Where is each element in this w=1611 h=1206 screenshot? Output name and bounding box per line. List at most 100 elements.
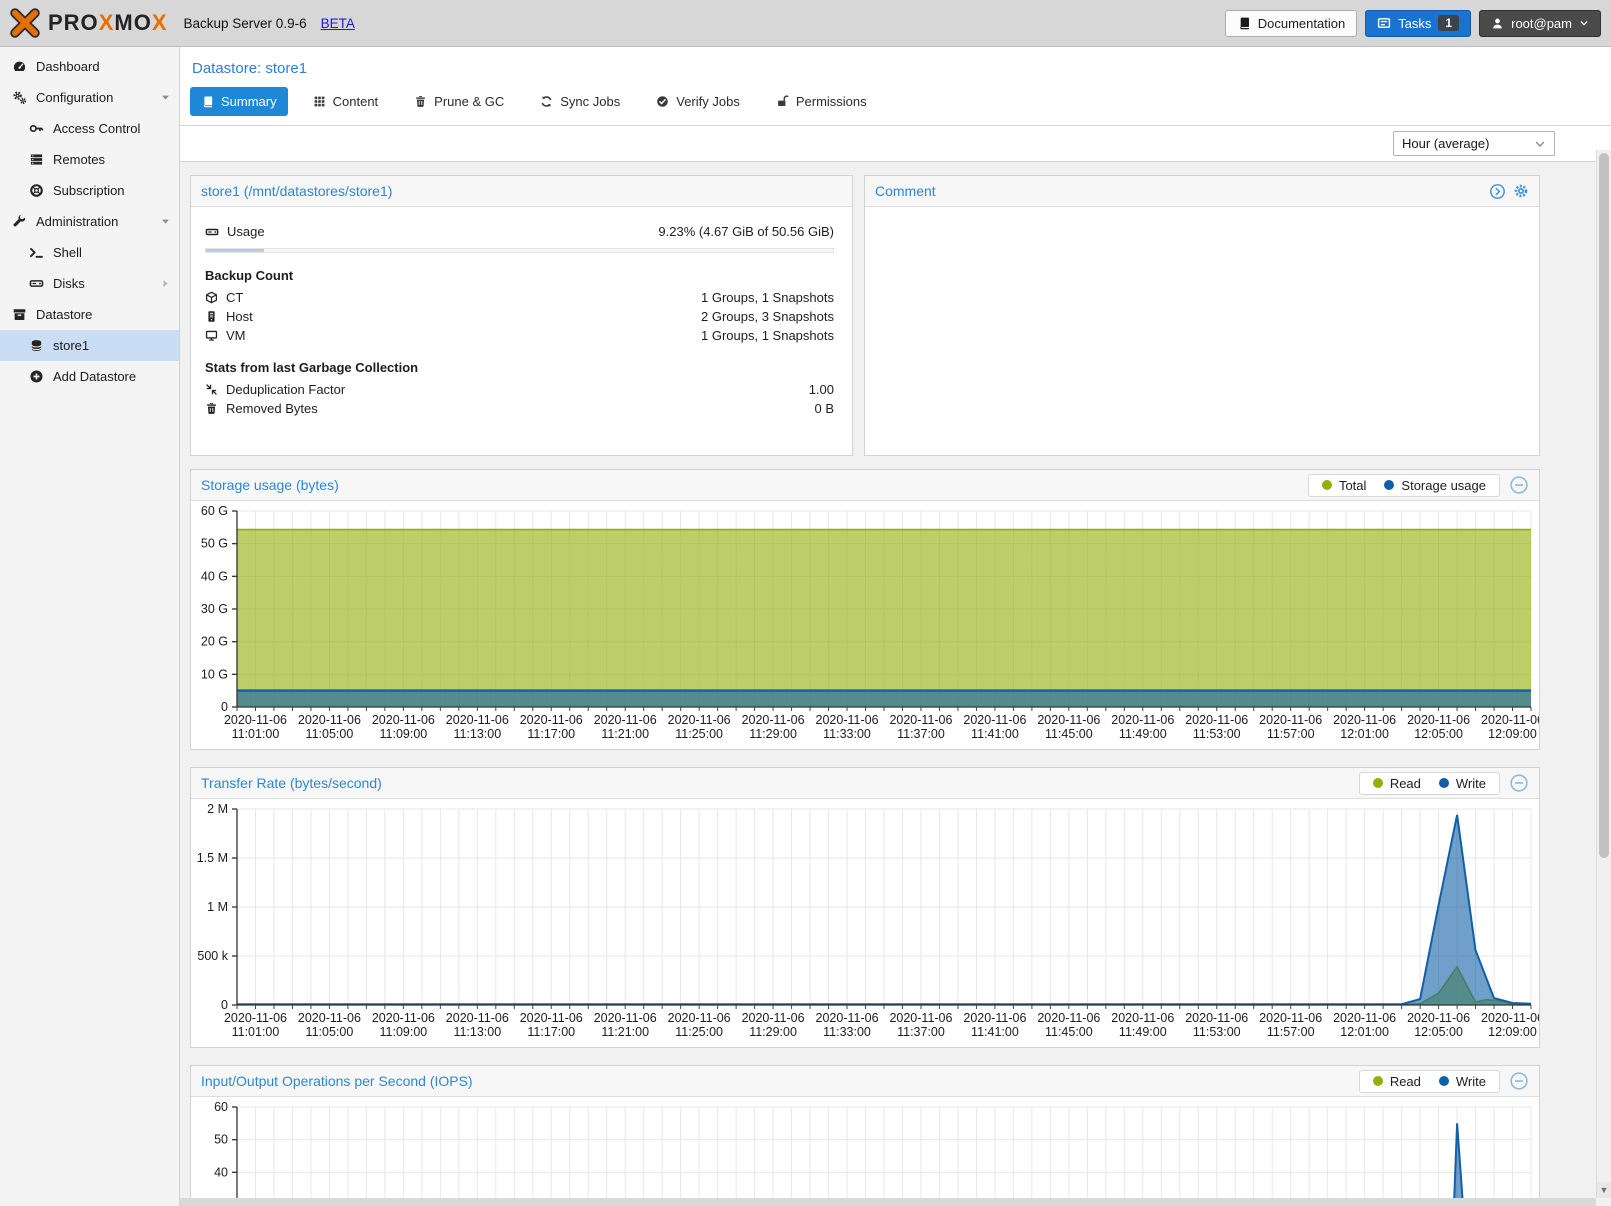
panel-title: Comment <box>875 183 936 199</box>
tab-permissions[interactable]: Permissions <box>765 87 878 116</box>
svg-text:11:45:00: 11:45:00 <box>1045 1025 1093 1039</box>
sidebar-item-dashboard[interactable]: Dashboard <box>0 51 179 82</box>
legend-item-write[interactable]: Write <box>1438 776 1486 791</box>
vertical-scrollbar[interactable]: ▼ <box>1596 150 1611 1198</box>
collapse-panel-icon[interactable] <box>1509 1071 1529 1091</box>
panel-title: store1 (/mnt/datastores/store1) <box>201 183 393 199</box>
tab-content[interactable]: Content <box>302 87 390 116</box>
documentation-button[interactable]: Documentation <box>1224 9 1358 37</box>
chart-legend: Read Write <box>1358 771 1500 795</box>
sidebar-item-label: store1 <box>53 338 90 353</box>
stat-row-host: Host 2 Groups, 3 Snapshots <box>205 307 834 326</box>
chevron-down-icon <box>1534 138 1546 150</box>
svg-text:11:05:00: 11:05:00 <box>306 727 354 741</box>
time-range-select[interactable]: Hour (average) <box>1393 131 1555 156</box>
svg-text:11:49:00: 11:49:00 <box>1119 727 1167 741</box>
tab-verify-jobs[interactable]: Verify Jobs <box>645 87 751 116</box>
legend-dot <box>1372 1076 1383 1086</box>
book-icon <box>1237 16 1251 30</box>
sidebar-item-remotes[interactable]: Remotes <box>0 144 179 175</box>
horizontal-scrollbar[interactable] <box>180 1198 1596 1206</box>
legend-item-read[interactable]: Read <box>1372 1073 1421 1089</box>
scrollbar-down-button[interactable]: ▼ <box>1597 1182 1611 1198</box>
tasks-button[interactable]: Tasks 1 <box>1365 9 1472 37</box>
stat-row-removed-bytes: Removed Bytes 0 B <box>205 399 834 418</box>
svg-text:11:05:00: 11:05:00 <box>306 1025 354 1039</box>
tab-label: Content <box>332 94 379 109</box>
chart-toolbar: Hour (average) <box>180 126 1611 162</box>
stat-value: 1 Groups, 1 Snapshots <box>701 328 834 343</box>
legend-item-write[interactable]: Write <box>1438 1074 1486 1089</box>
sidebar-item-label: Subscription <box>53 183 125 198</box>
gear-icon[interactable] <box>1513 183 1529 199</box>
sidebar-item-store1[interactable]: store1 <box>0 330 179 361</box>
sidebar-item-administration[interactable]: Administration <box>0 206 179 237</box>
svg-text:2020-11-06: 2020-11-06 <box>1259 713 1322 727</box>
svg-text:2020-11-06: 2020-11-06 <box>742 1011 805 1025</box>
product-name: Backup Server 0.9-6 <box>183 15 307 31</box>
collapse-panel-icon[interactable] <box>1509 773 1529 793</box>
svg-text:60 G: 60 G <box>201 504 228 518</box>
svg-text:12:05:00: 12:05:00 <box>1414 727 1463 741</box>
dashboard-icon <box>12 59 27 74</box>
tab-sync-jobs[interactable]: Sync Jobs <box>529 87 631 116</box>
stat-label: Deduplication Factor <box>226 382 346 397</box>
grid-icon <box>313 95 326 108</box>
sidebar-item-configuration[interactable]: Configuration <box>0 82 179 113</box>
chart-title: Storage usage (bytes) <box>201 477 339 493</box>
sidebar-item-access-control[interactable]: Access Control <box>0 113 179 144</box>
stat-value: 2 Groups, 3 Snapshots <box>701 309 834 324</box>
svg-text:2020-11-06: 2020-11-06 <box>963 713 1026 727</box>
svg-text:2020-11-06: 2020-11-06 <box>668 1011 731 1025</box>
svg-text:2020-11-06: 2020-11-06 <box>1037 713 1100 727</box>
gears-icon <box>12 90 27 105</box>
unlock-icon <box>776 95 789 108</box>
compress-icon <box>205 383 218 396</box>
stat-row-ct: CT 1 Groups, 1 Snapshots <box>205 288 834 307</box>
svg-text:2020-11-06: 2020-11-06 <box>446 1011 509 1025</box>
sidebar-item-datastore[interactable]: Datastore <box>0 299 179 330</box>
scrollbar-thumb[interactable] <box>1599 153 1609 858</box>
svg-text:10 G: 10 G <box>201 667 228 681</box>
database-icon <box>29 338 44 353</box>
svg-text:11:29:00: 11:29:00 <box>749 1025 797 1039</box>
collapse-panel-icon[interactable] <box>1509 475 1529 495</box>
storage-usage-chart: 010 G20 G30 G40 G50 G60 G2020-11-0611:01… <box>201 504 1544 741</box>
beta-link[interactable]: BETA <box>320 15 355 31</box>
svg-text:11:09:00: 11:09:00 <box>380 1025 428 1039</box>
caret-down-icon[interactable] <box>160 216 171 227</box>
documentation-label: Documentation <box>1257 15 1346 31</box>
submit-comment-icon[interactable] <box>1489 183 1506 200</box>
svg-text:0: 0 <box>221 998 228 1012</box>
svg-text:1 M: 1 M <box>207 900 228 914</box>
book-icon <box>201 95 214 108</box>
stat-label: CT <box>226 290 244 305</box>
legend-label: Read <box>1389 1073 1421 1089</box>
sidebar-item-shell[interactable]: Shell <box>0 237 179 268</box>
terminal-icon <box>29 245 44 260</box>
tab-prune-and-gc[interactable]: Prune & GC <box>403 87 515 116</box>
svg-text:12:01:00: 12:01:00 <box>1340 727 1389 741</box>
legend-item-total[interactable]: Total <box>1321 478 1366 493</box>
tab-summary[interactable]: Summary <box>190 87 288 116</box>
legend-item-storage-usage[interactable]: Storage usage <box>1384 478 1486 493</box>
transfer-rate-chart-panel: Transfer Rate (bytes/second) Read Write 0… <box>190 767 1544 1048</box>
host-icon <box>205 310 218 323</box>
comment-panel: Comment <box>864 175 1540 456</box>
stat-label: Host <box>226 309 253 324</box>
caret-down-icon[interactable] <box>160 92 171 103</box>
usage-progress-fill <box>206 249 264 252</box>
sidebar-item-disks[interactable]: Disks <box>0 268 179 299</box>
legend-item-read[interactable]: Read <box>1372 776 1421 791</box>
caret-right-icon[interactable] <box>160 278 171 289</box>
sidebar-item-add-datastore[interactable]: Add Datastore <box>0 361 179 392</box>
svg-text:11:37:00: 11:37:00 <box>897 727 945 741</box>
svg-text:2020-11-06: 2020-11-06 <box>224 1011 287 1025</box>
stat-row-deduplication-factor: Deduplication Factor 1.00 <box>205 380 834 399</box>
svg-text:40: 40 <box>214 1165 228 1179</box>
brand: PROXMOX Backup Server 0.9-6 BETA <box>10 8 355 38</box>
user-menu-button[interactable]: root@pam <box>1479 9 1601 37</box>
svg-text:11:33:00: 11:33:00 <box>823 727 871 741</box>
sidebar-item-subscription[interactable]: Subscription <box>0 175 179 206</box>
app-header: PROXMOX Backup Server 0.9-6 BETA Documen… <box>0 0 1611 47</box>
